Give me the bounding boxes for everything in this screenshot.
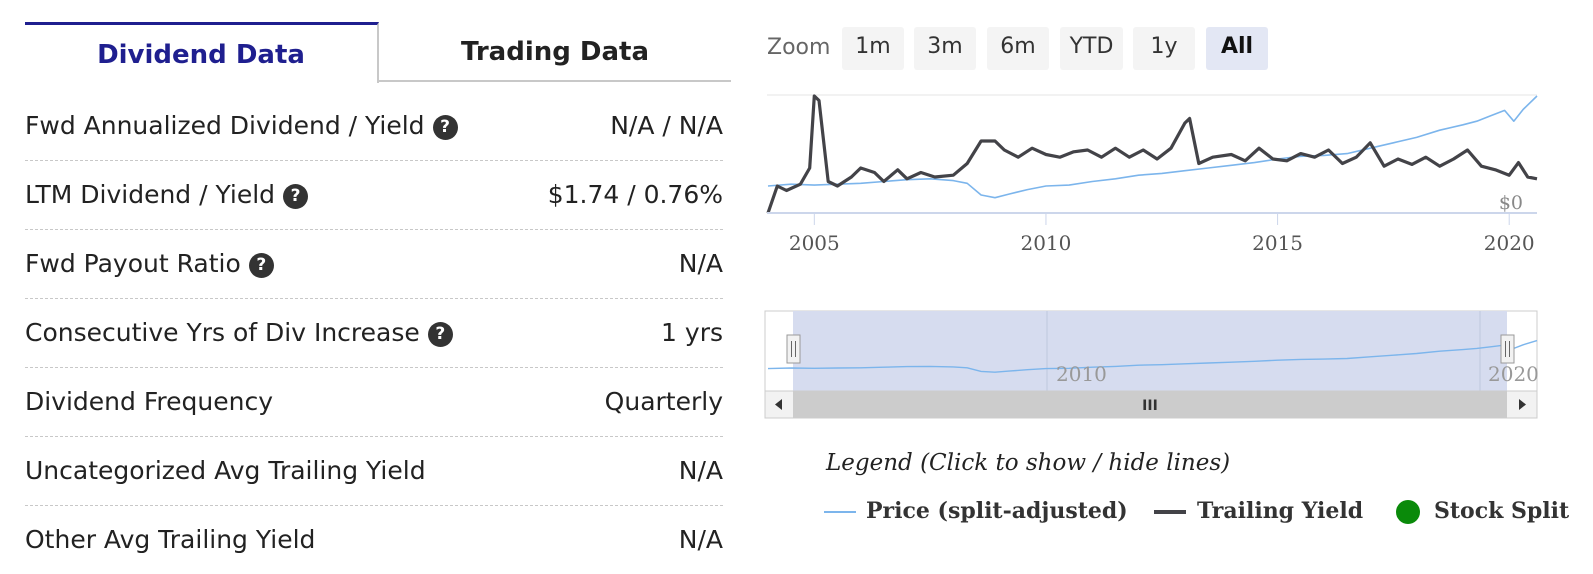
row-value: $1.74 / 0.76% bbox=[547, 180, 723, 209]
scrollbar-grip-icon: III bbox=[1142, 398, 1158, 414]
arrow-right-icon bbox=[1519, 399, 1526, 410]
navigator-tick-label: 2020 bbox=[1488, 362, 1539, 386]
row-label: Fwd Annualized Dividend / Yield? bbox=[25, 111, 458, 140]
help-icon[interactable]: ? bbox=[248, 253, 274, 278]
legend-label: Price (split-adjusted) bbox=[866, 498, 1128, 524]
navigator-left-handle[interactable] bbox=[786, 334, 801, 364]
dividend-table-row: LTM Dividend / Yield? $1.74 / 0.76% bbox=[25, 161, 723, 230]
price-line-swatch bbox=[824, 511, 856, 513]
dividend-chart: 2005 2010 2015 2020 $0 2010 2020 III bbox=[764, 94, 1539, 419]
row-label-text: LTM Dividend / Yield bbox=[25, 180, 276, 209]
x-axis: 2005 2010 2015 2020 bbox=[789, 213, 1535, 255]
dividend-table-row: Fwd Payout Ratio? N/A bbox=[25, 230, 723, 299]
main-plot bbox=[766, 94, 1538, 214]
help-icon[interactable]: ? bbox=[283, 184, 309, 209]
navigator-series bbox=[767, 339, 1538, 373]
row-value: N/A bbox=[678, 456, 723, 485]
x-tick-label: 2015 bbox=[1252, 231, 1303, 255]
scroll-right-button[interactable] bbox=[1509, 392, 1536, 417]
row-label-text: Other Avg Trailing Yield bbox=[25, 525, 316, 554]
row-label: Dividend Frequency bbox=[25, 387, 273, 416]
row-label: Fwd Payout Ratio? bbox=[25, 249, 274, 278]
row-label: Consecutive Yrs of Div Increase? bbox=[25, 318, 453, 347]
trailing-yield-series-line[interactable] bbox=[766, 94, 1538, 214]
price-series-line[interactable] bbox=[767, 95, 1538, 199]
row-value: N/A / N/A bbox=[610, 111, 723, 140]
row-label-text: Fwd Annualized Dividend / Yield bbox=[25, 111, 425, 140]
help-icon[interactable]: ? bbox=[432, 115, 458, 140]
dividend-table-row: Consecutive Yrs of Div Increase? 1 yrs bbox=[25, 299, 723, 368]
zoom-1y-button[interactable]: 1y bbox=[1133, 27, 1195, 70]
legend-item-trailing-yield[interactable]: Trailing Yield bbox=[1154, 495, 1369, 529]
row-label: Other Avg Trailing Yield bbox=[25, 525, 315, 554]
dividend-table-row: Uncategorized Avg Trailing Yield N/A bbox=[25, 437, 723, 506]
dividend-table-row: Fwd Annualized Dividend / Yield? N/A / N/… bbox=[25, 92, 723, 161]
scroll-left-button[interactable] bbox=[766, 392, 793, 417]
data-tabs: Dividend Data Trading Data bbox=[25, 22, 731, 83]
zoom-all-button[interactable]: All bbox=[1206, 27, 1268, 70]
stock-split-dot-icon bbox=[1396, 500, 1420, 524]
legend-label: Trailing Yield bbox=[1197, 498, 1364, 524]
yield-line-swatch bbox=[1154, 510, 1186, 514]
dividend-table-row: Dividend Frequency Quarterly bbox=[25, 368, 723, 437]
row-label-text: Uncategorized Avg Trailing Yield bbox=[25, 456, 426, 485]
zoom-ytd-button[interactable]: YTD bbox=[1060, 27, 1123, 70]
row-value: Quarterly bbox=[604, 387, 723, 416]
zoom-6m-button[interactable]: 6m bbox=[987, 27, 1049, 70]
dividend-panel: Dividend Data Trading Data Fwd Annualize… bbox=[25, 22, 731, 554]
navigator-tick-label: 2010 bbox=[1056, 362, 1107, 386]
tab-dividend-data[interactable]: Dividend Data bbox=[25, 22, 379, 83]
row-label-text: Dividend Frequency bbox=[25, 387, 273, 416]
scrollbar-thumb[interactable] bbox=[793, 391, 1507, 418]
legend-item-price[interactable]: Price (split-adjusted) bbox=[824, 495, 1128, 529]
y-tick-label: $0 bbox=[1499, 192, 1523, 214]
navigator-right-handle[interactable] bbox=[1500, 334, 1515, 364]
row-value: N/A bbox=[678, 249, 723, 278]
row-label: Uncategorized Avg Trailing Yield bbox=[25, 456, 426, 485]
tab-trading-data[interactable]: Trading Data bbox=[379, 22, 731, 82]
dividend-table-row: Other Avg Trailing Yield N/A bbox=[25, 506, 723, 574]
help-icon[interactable]: ? bbox=[427, 322, 453, 347]
row-label-text: Consecutive Yrs of Div Increase bbox=[25, 318, 420, 347]
zoom-1m-button[interactable]: 1m bbox=[842, 27, 904, 70]
zoom-3m-button[interactable]: 3m bbox=[914, 27, 976, 70]
x-tick-label: 2005 bbox=[789, 231, 840, 255]
x-tick-label: 2010 bbox=[1020, 231, 1071, 255]
zoom-label: Zoom bbox=[767, 35, 831, 60]
navigator-price-line bbox=[767, 339, 1538, 373]
row-label: LTM Dividend / Yield? bbox=[25, 180, 309, 209]
navigator-selection[interactable] bbox=[793, 311, 1507, 391]
legend-title: Legend (Click to show / hide lines) bbox=[826, 450, 1231, 476]
dividend-table: Fwd Annualized Dividend / Yield? N/A / N/… bbox=[25, 92, 723, 574]
legend-label: Stock Split bbox=[1434, 498, 1570, 524]
row-value: N/A bbox=[678, 525, 723, 554]
x-tick-label: 2020 bbox=[1484, 231, 1535, 255]
row-value: 1 yrs bbox=[661, 318, 723, 347]
row-label-text: Fwd Payout Ratio bbox=[25, 249, 241, 278]
legend-item-stock-split[interactable]: Stock Split bbox=[1396, 495, 1586, 529]
arrow-left-icon bbox=[775, 399, 782, 410]
